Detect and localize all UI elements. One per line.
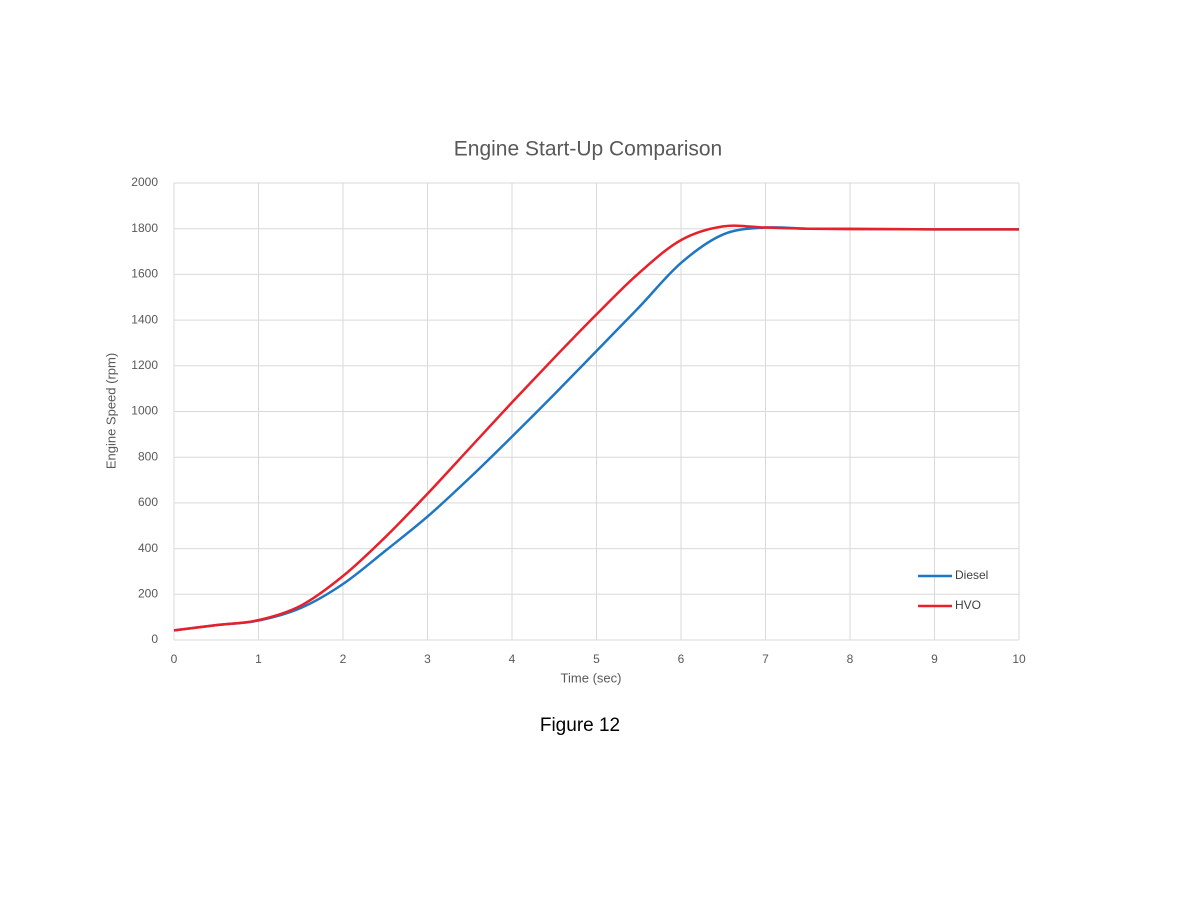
- y-tick-label: 2000: [131, 175, 158, 189]
- y-tick-label: 200: [138, 586, 158, 600]
- x-tick-label: 4: [509, 652, 516, 666]
- figure-caption: Figure 12: [540, 715, 620, 736]
- legend-label: Diesel: [955, 568, 988, 582]
- y-tick-label: 1800: [131, 221, 158, 235]
- x-tick-label: 5: [593, 652, 600, 666]
- legend-label: HVO: [955, 598, 981, 612]
- x-tick-label: 2: [340, 652, 347, 666]
- x-tick-label: 6: [678, 652, 685, 666]
- x-tick-label: 3: [424, 652, 431, 666]
- y-tick-label: 0: [151, 632, 158, 646]
- x-tick-label: 10: [1012, 652, 1026, 666]
- series-line: [173, 224, 1019, 632]
- x-tick-label: 9: [931, 652, 938, 666]
- y-tick-label: 600: [138, 495, 158, 509]
- x-axis-label: Time (sec): [561, 670, 622, 685]
- y-tick-label: 1600: [131, 267, 158, 281]
- x-tick-label: 7: [762, 652, 769, 666]
- chart-title: Engine Start-Up Comparison: [454, 138, 722, 161]
- y-tick-label: 1400: [131, 312, 158, 326]
- y-tick-label: 400: [138, 541, 158, 555]
- y-axis-label: Engine Speed (rpm): [103, 353, 118, 469]
- y-tick-label: 1000: [131, 404, 158, 418]
- x-tick-label: 0: [171, 652, 178, 666]
- x-tick-label: 1: [255, 652, 262, 666]
- x-tick-label: 8: [847, 652, 854, 666]
- y-tick-label: 800: [138, 449, 158, 463]
- y-tick-label: 1200: [131, 358, 158, 372]
